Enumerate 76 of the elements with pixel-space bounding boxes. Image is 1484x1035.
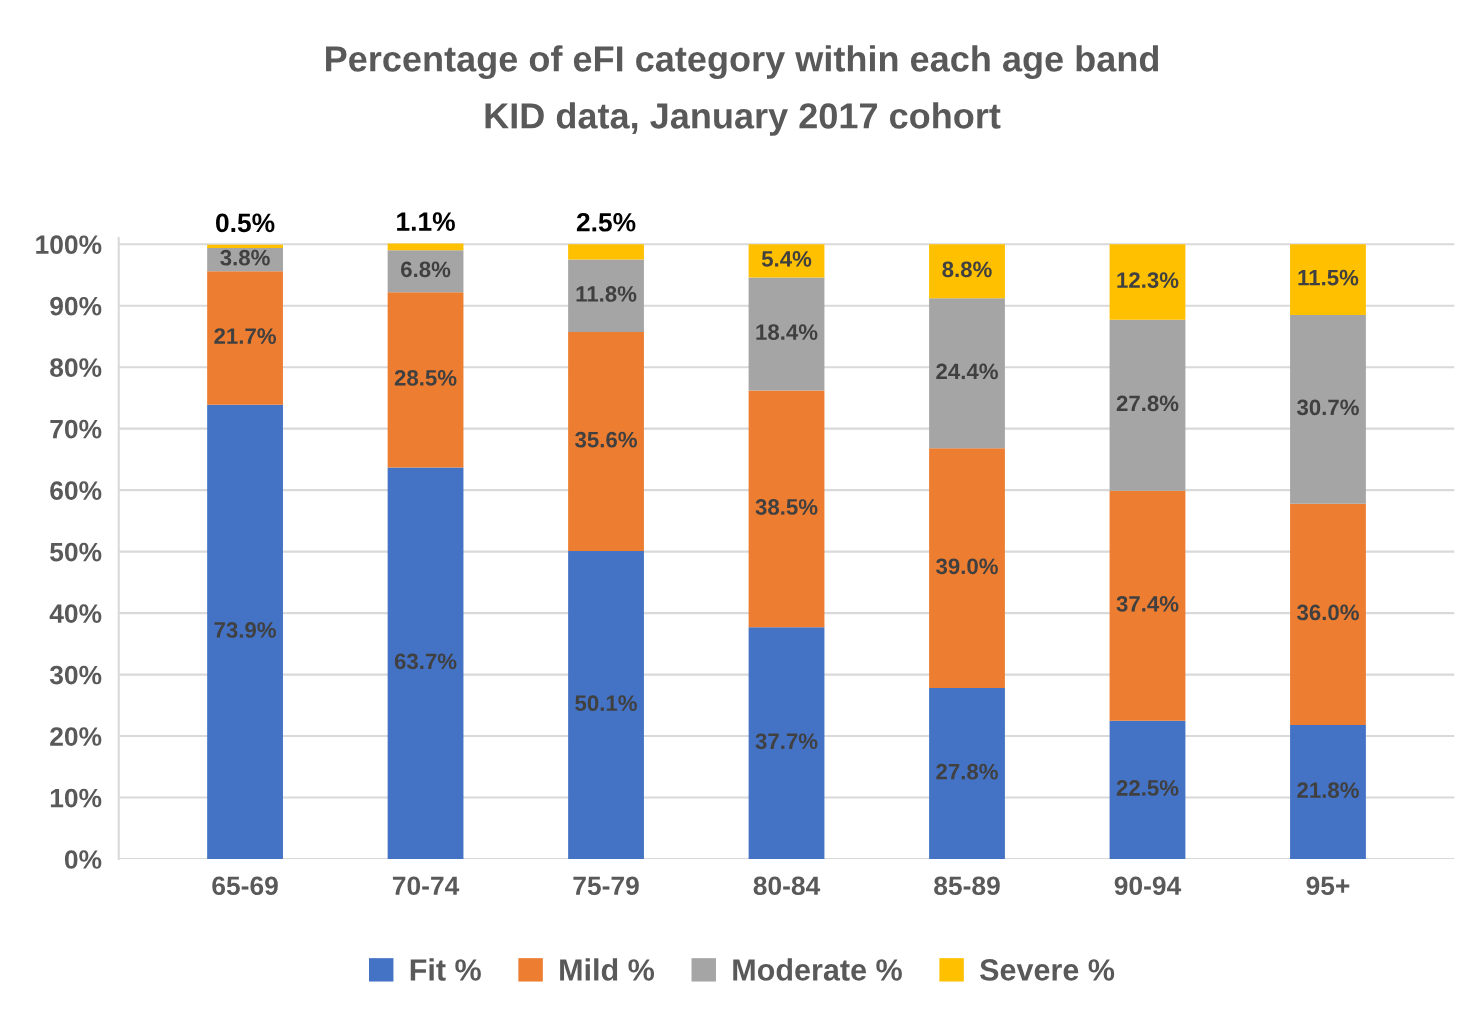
bar bbox=[207, 404, 283, 860]
bar bbox=[1109, 720, 1186, 860]
data-label: 0.5% bbox=[216, 213, 275, 233]
legend-label: Mild % bbox=[560, 958, 655, 981]
data-label: 36.0% bbox=[1296, 604, 1359, 621]
x-tick-label: 65-69 bbox=[212, 876, 278, 896]
data-label: 35.6% bbox=[575, 431, 637, 448]
bar bbox=[1290, 725, 1366, 860]
y-tick-label: 90% bbox=[50, 296, 102, 316]
bar bbox=[568, 332, 644, 552]
data-label: 21.7% bbox=[214, 328, 276, 344]
bar bbox=[748, 277, 825, 391]
bar bbox=[1109, 490, 1186, 721]
data-label: 37.4% bbox=[1116, 595, 1179, 612]
bar bbox=[207, 244, 283, 248]
bar bbox=[1290, 503, 1366, 726]
bar bbox=[1109, 319, 1186, 491]
legend-label: Severe % bbox=[979, 959, 1115, 981]
data-label: 28.5% bbox=[394, 370, 457, 386]
data-label: 3.8% bbox=[220, 249, 270, 266]
data-label: 11.8% bbox=[576, 286, 637, 302]
y-tick-label: 60% bbox=[50, 481, 102, 500]
data-label: 6.8% bbox=[401, 261, 451, 278]
data-label: 11.5% bbox=[1298, 269, 1359, 286]
bar bbox=[748, 627, 825, 860]
data-label: 27.8% bbox=[1116, 395, 1179, 412]
data-label: 38.5% bbox=[755, 499, 818, 515]
bar bbox=[748, 390, 825, 628]
data-label: 21.8% bbox=[1297, 782, 1359, 798]
y-tick-label: 50% bbox=[50, 542, 102, 562]
x-tick-label: 70-74 bbox=[392, 876, 460, 896]
bar bbox=[568, 551, 644, 860]
bar bbox=[387, 467, 464, 860]
bar bbox=[929, 244, 1005, 299]
bar bbox=[929, 298, 1005, 449]
x-tick-label: 90-94 bbox=[1114, 876, 1182, 896]
data-label: 8.8% bbox=[942, 261, 992, 278]
data-label: 27.8% bbox=[936, 763, 998, 780]
bar bbox=[1290, 314, 1366, 504]
bar bbox=[1109, 244, 1186, 320]
bar bbox=[568, 244, 644, 260]
bar bbox=[929, 448, 1005, 689]
data-label: 18.4% bbox=[756, 324, 818, 340]
legend-label: Fit % bbox=[410, 958, 481, 981]
data-label: 5.4% bbox=[761, 251, 812, 267]
data-label: 73.9% bbox=[214, 622, 276, 638]
data-label: 30.7% bbox=[1296, 399, 1359, 416]
y-tick-label: 20% bbox=[50, 727, 102, 746]
bar bbox=[1290, 244, 1366, 315]
y-tick-label: 70% bbox=[50, 419, 102, 439]
data-label: 2.5% bbox=[576, 212, 636, 232]
data-label: 22.5% bbox=[1116, 780, 1179, 796]
bar bbox=[387, 292, 464, 468]
data-label: 12.3% bbox=[1117, 272, 1179, 289]
y-tick-label: 30% bbox=[49, 665, 102, 685]
data-label: 37.7% bbox=[755, 733, 818, 750]
data-label: 39.0% bbox=[936, 558, 998, 575]
data-label: 63.7% bbox=[394, 653, 457, 670]
bar bbox=[568, 259, 644, 333]
x-tick-label: 85-89 bbox=[934, 876, 1000, 896]
y-tick-label: 80% bbox=[50, 358, 102, 377]
bar bbox=[929, 688, 1005, 860]
y-tick-label: 100% bbox=[36, 235, 102, 255]
chart-subtitle: KID data, January 2017 cohort bbox=[485, 102, 1001, 136]
data-label: 24.4% bbox=[936, 363, 998, 380]
legend-label: Moderate % bbox=[733, 958, 902, 981]
x-tick-label: 80-84 bbox=[753, 876, 821, 896]
y-tick-label: 40% bbox=[49, 604, 102, 623]
bar bbox=[207, 271, 283, 405]
data-label: 1.1% bbox=[397, 212, 455, 231]
x-tick-label: 75-79 bbox=[573, 876, 639, 896]
x-tick-label: 95+ bbox=[1306, 876, 1350, 896]
y-tick-label: 0% bbox=[64, 850, 102, 869]
chart-title: Percentage of eFI category within each age band bbox=[326, 45, 1159, 80]
data-label: 50.1% bbox=[575, 695, 637, 711]
y-tick-label: 10% bbox=[50, 788, 102, 808]
